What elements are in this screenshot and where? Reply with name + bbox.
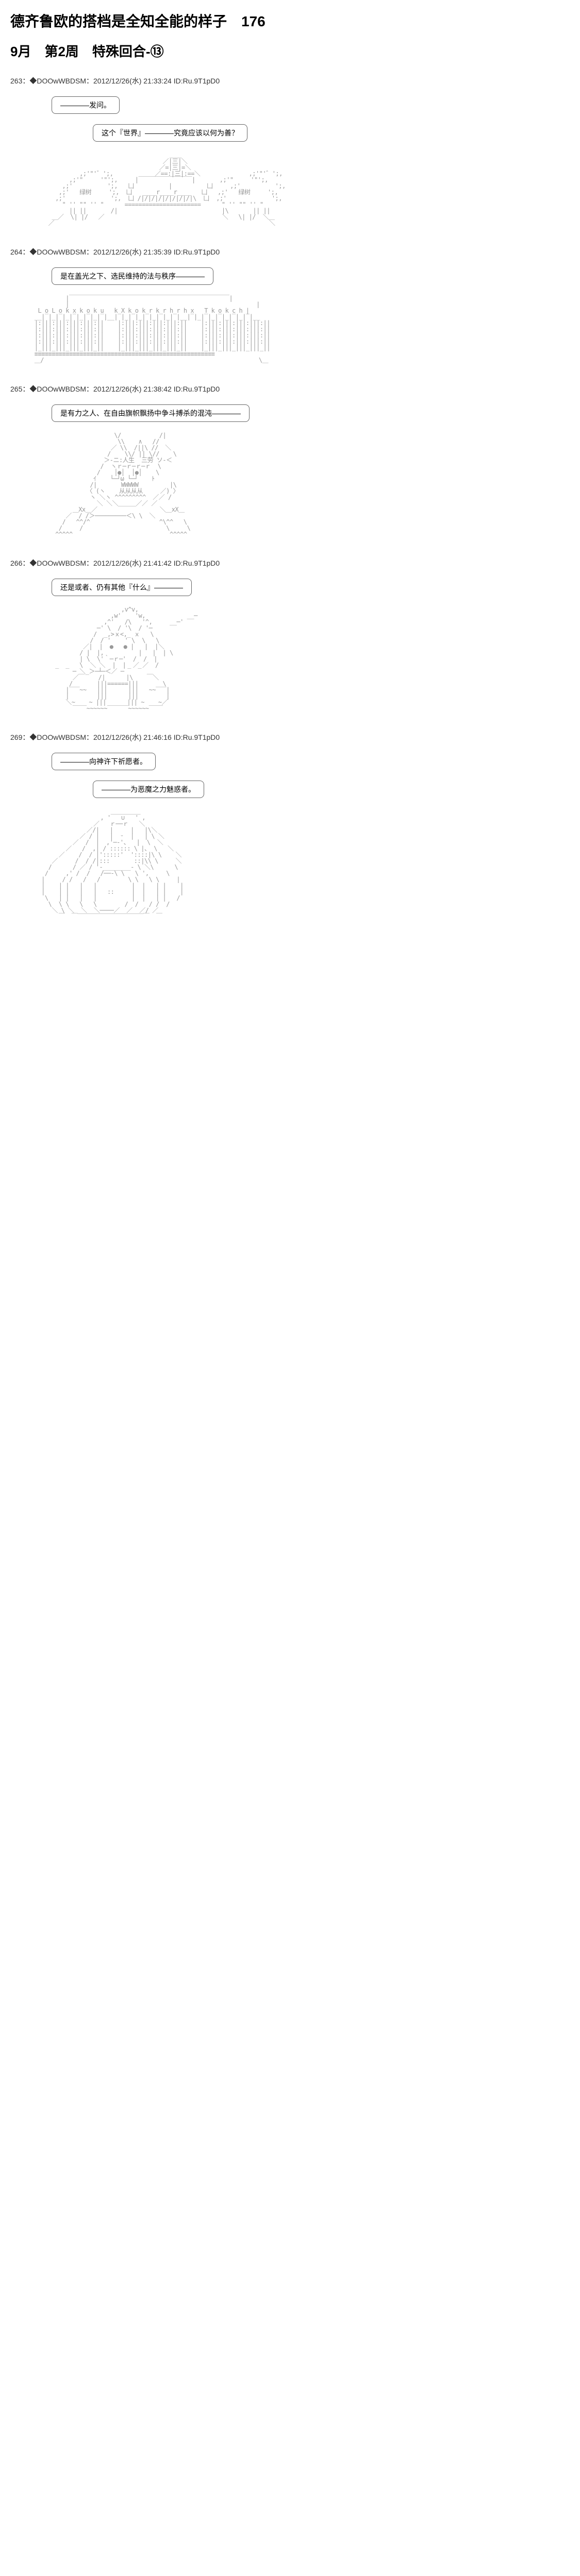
speech-box: 这个『世界』————究竟应该以何为善？	[93, 124, 247, 142]
speech-box: ————为恶魔之力魅惑者。	[93, 781, 204, 798]
post-263: 263：◆DOOwWBDSM：2012/12/26(水) 21:33:24 ID…	[10, 76, 570, 226]
chapter-title: 9月 第2周 特殊回合-⑬	[10, 41, 570, 60]
ascii-art-thinker: ,v^v, ,w' 'w, __─ ,^' /\ '^, __─' ─' \ /…	[31, 606, 570, 711]
ascii-art-demon: \/ /| \\ ∧ // ／ \\ /||\ // ＼ / \\/ || \/…	[31, 432, 570, 537]
ascii-art-building: |￣￣￣￣￣￣￣￣￣￣￣￣￣￣￣￣￣￣￣￣￣￣￣￣￣￣￣| | | L o L …	[31, 295, 570, 363]
post-meta: 269：◆DOOwWBDSM：2012/12/26(水) 21:46:16 ID…	[10, 732, 570, 742]
speech-box: 是有力之人、在自由旗帜飘扬中争斗搏杀的混沌————	[52, 404, 250, 422]
post-264: 264：◆DOOwWBDSM：2012/12/26(水) 21:35:39 ID…	[10, 247, 570, 363]
ascii-art-woman: ＿＿＿＿＿ , ' ∪ ' , ／ ｒ──ｒ ＼ ／/| | | |\＼ ／ /…	[31, 808, 570, 920]
post-meta: 264：◆DOOwWBDSM：2012/12/26(水) 21:35:39 ID…	[10, 247, 570, 257]
post-meta: 263：◆DOOwWBDSM：2012/12/26(水) 21:33:24 ID…	[10, 76, 570, 86]
speech-box: 是在盖光之下、选民维持的法与秩序————	[52, 267, 213, 285]
speech-box: ————发问。	[52, 96, 120, 114]
speech-box: 还是或者、仍有其他『什么』————	[52, 579, 192, 596]
ascii-art-temple: ＿＿ ／|三|＼ ／=|三|=＼ ,;'"'゛';, ／==:|三|:==＼ ,…	[31, 152, 570, 226]
post-266: 266：◆DOOwWBDSM：2012/12/26(水) 21:41:42 ID…	[10, 558, 570, 711]
post-meta: 265：◆DOOwWBDSM：2012/12/26(水) 21:38:42 ID…	[10, 384, 570, 394]
speech-box: ————向神许下祈愿者。	[52, 753, 156, 770]
post-265: 265：◆DOOwWBDSM：2012/12/26(水) 21:38:42 ID…	[10, 384, 570, 537]
post-269: 269：◆DOOwWBDSM：2012/12/26(水) 21:46:16 ID…	[10, 732, 570, 920]
page-title: 德齐鲁欧的搭档是全知全能的样子 176	[10, 10, 570, 31]
post-meta: 266：◆DOOwWBDSM：2012/12/26(水) 21:41:42 ID…	[10, 558, 570, 568]
